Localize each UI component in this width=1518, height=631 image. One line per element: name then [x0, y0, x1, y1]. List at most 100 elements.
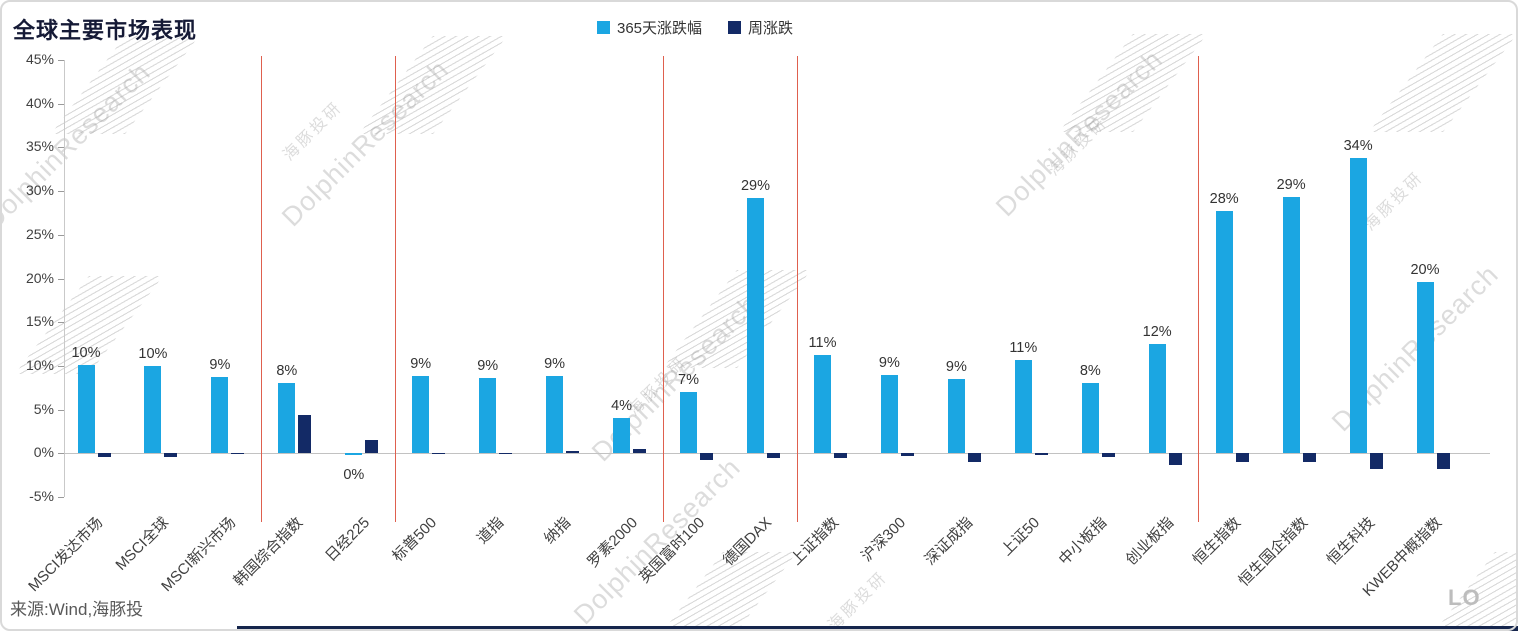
x-axis-label: 纳指: [540, 514, 575, 548]
x-axis-label: 罗素2000: [584, 514, 642, 571]
bar-365d: [613, 417, 631, 454]
bar-value-label: 10%: [138, 345, 168, 362]
bar-weekly: [499, 453, 513, 455]
bar-365d: [680, 392, 697, 454]
bar-value-label: 4%: [611, 397, 633, 414]
bar-value-label: 9%: [544, 355, 566, 372]
bar-value-label: 0%: [343, 467, 365, 484]
bar-value-label: 9%: [945, 359, 967, 375]
bar-value-label: 8%: [276, 363, 298, 380]
x-axis-label: 上证指数: [787, 514, 843, 569]
bar-365d: [1215, 211, 1233, 454]
group-separator-line: [394, 56, 396, 522]
bar-weekly: [97, 453, 111, 457]
bar-365d: [412, 376, 430, 454]
bar-weekly: [1436, 453, 1450, 469]
y-axis-tick-label: 10%: [25, 356, 54, 373]
y-axis-tick-label: 0%: [33, 444, 54, 461]
bar-365d: [947, 379, 965, 454]
bar-weekly: [1302, 453, 1316, 462]
bar-value-label: 28%: [1209, 191, 1239, 208]
bar-value-label: 11%: [808, 335, 837, 352]
bar-weekly: [1101, 453, 1115, 457]
partner-logo-partial: LO: [1448, 585, 1481, 610]
bar-weekly: [566, 450, 580, 454]
bar-365d: [1148, 344, 1166, 454]
bar-value-label: 8%: [1079, 363, 1101, 380]
chart-title: 全球主要市场表现: [13, 18, 198, 43]
bar-weekly: [432, 453, 446, 455]
y-axis-tick-label: 45%: [25, 51, 54, 67]
x-axis-label: 道指: [474, 514, 508, 548]
bar-365d: [546, 375, 564, 454]
legend-item: 365天涨跌幅: [597, 17, 702, 38]
bar-weekly: [1235, 453, 1249, 462]
bar-weekly: [164, 453, 178, 457]
x-axis-label: 标普500: [389, 514, 441, 566]
bar-value-label: 9%: [878, 354, 900, 371]
bar-value-label: 7%: [678, 372, 699, 389]
bar-value-label: 10%: [71, 345, 101, 361]
bar-value-label: 11%: [1009, 339, 1038, 356]
y-axis-tick-mark: [58, 234, 64, 236]
bar-365d: [1282, 197, 1300, 454]
y-axis-tick-label: 35%: [25, 138, 54, 155]
bar-365d: [880, 374, 898, 454]
bar-weekly: [767, 453, 780, 459]
bar-365d: [814, 355, 831, 454]
bar-value-label: 29%: [1276, 177, 1306, 194]
bar-365d: [77, 365, 95, 454]
legend-label: 365天涨跌幅: [617, 20, 703, 37]
source-note: 来源:Wind,海豚投: [10, 600, 144, 619]
bar-weekly: [900, 453, 914, 456]
y-axis-tick-label: -5%: [29, 488, 54, 504]
bar-weekly: [834, 453, 847, 458]
y-axis-tick-label: 15%: [25, 313, 54, 330]
bar-365d: [211, 377, 229, 454]
bottom-accent-bar: [237, 626, 1518, 631]
y-axis-tick-label: 25%: [25, 225, 54, 242]
y-axis-tick-label: 20%: [25, 269, 54, 286]
bar-weekly: [1369, 453, 1383, 469]
legend: 365天涨跌幅 周涨跌: [597, 17, 793, 38]
bar-value-label: 9%: [477, 358, 499, 375]
bar-weekly: [700, 453, 713, 461]
y-axis-tick-label: 30%: [25, 182, 54, 199]
bar-365d: [1014, 359, 1032, 454]
group-separator-line: [260, 56, 262, 522]
bar-weekly: [365, 440, 379, 454]
y-axis-tick-mark: [58, 322, 64, 324]
x-axis-label: KWEB中概指数: [1358, 514, 1445, 600]
y-axis-tick-mark: [58, 191, 64, 193]
bar-365d: [1416, 282, 1434, 454]
bar-weekly: [298, 414, 312, 454]
x-axis-label: 日经225: [322, 514, 374, 566]
x-axis-label: 英国富时100: [635, 514, 709, 587]
bar-weekly: [633, 448, 647, 454]
x-axis-label: 德国DAX: [720, 514, 776, 570]
y-axis-tick-mark: [58, 365, 64, 367]
y-axis-tick-label: 40%: [25, 94, 54, 111]
bar-weekly: [967, 453, 981, 462]
bar-value-label: 9%: [209, 357, 231, 374]
bar-weekly: [1168, 453, 1182, 466]
legend-swatch: [728, 21, 742, 34]
bar-365d: [1081, 383, 1099, 454]
y-axis-tick-mark: [58, 409, 64, 411]
y-axis-line: [64, 60, 65, 497]
group-separator-line: [796, 56, 798, 522]
legend-item: 周涨跌: [728, 17, 793, 38]
y-axis-tick-mark: [58, 147, 64, 149]
bar-weekly: [1034, 453, 1048, 455]
legend-label: 周涨跌: [748, 20, 794, 37]
bar-365d: [1349, 157, 1367, 454]
bar-value-label: 29%: [740, 178, 771, 195]
y-axis-tick-mark: [58, 278, 64, 280]
bar-value-label: 12%: [1142, 324, 1172, 341]
y-axis-tick-mark: [58, 497, 64, 498]
bar-365d: [278, 383, 296, 454]
bar-weekly: [231, 453, 245, 455]
y-axis-tick-label: 5%: [33, 400, 54, 417]
